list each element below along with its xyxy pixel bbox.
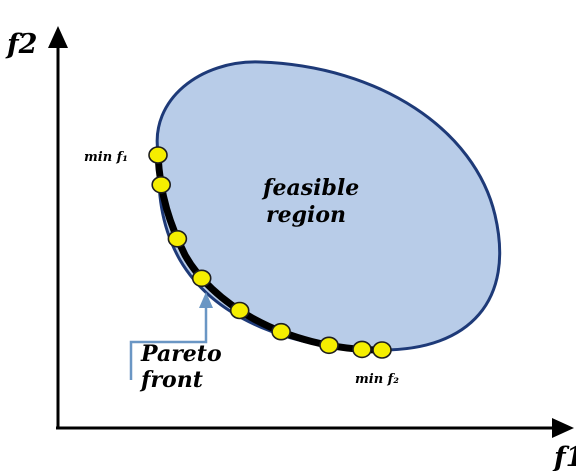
- pareto-front-label-line1: Pareto: [140, 341, 222, 367]
- y-axis-label: f2: [5, 29, 37, 60]
- pareto-point: [167, 230, 188, 248]
- y-axis: [48, 26, 68, 428]
- pareto-point: [151, 176, 171, 194]
- y-axis-arrowhead: [48, 26, 68, 48]
- pareto-point: [352, 340, 372, 359]
- feasible-region: [155, 60, 502, 352]
- feasible-region-label-line2: region: [266, 202, 346, 228]
- pareto-points: [148, 146, 392, 359]
- x-axis-label: f1: [552, 442, 576, 471]
- pareto-front-curve: [154, 151, 386, 354]
- pareto-point: [229, 301, 250, 320]
- pareto-point: [319, 336, 339, 355]
- x-axis-arrowhead: [552, 418, 574, 438]
- pareto-point: [372, 341, 392, 359]
- pareto-front-label-line2: front: [139, 367, 203, 393]
- min-f1-label: min f₁: [84, 150, 128, 165]
- x-axis: [56, 418, 574, 438]
- pareto-callout-arrow: [129, 292, 213, 380]
- min-f2-label: min f₂: [355, 372, 399, 387]
- feasible-region-label-line1: feasible: [261, 175, 359, 201]
- pareto-point: [191, 269, 212, 288]
- pareto-point: [148, 146, 168, 164]
- pareto-point: [271, 322, 291, 341]
